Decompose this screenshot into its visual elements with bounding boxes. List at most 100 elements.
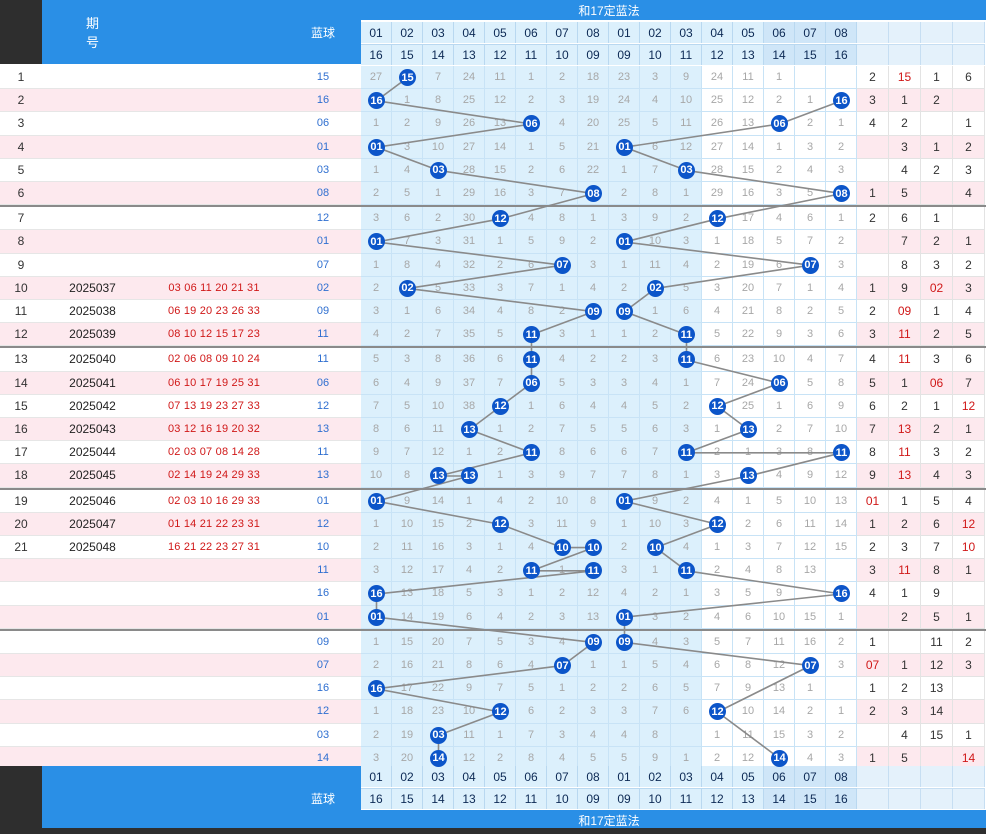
trend-cell: 2 (702, 441, 733, 465)
row-draw-numbers: 03 06 11 20 21 31 (143, 276, 285, 300)
trend-cell: 5 (795, 371, 826, 395)
trend-cell: 12 (423, 441, 454, 465)
trend-cell: 2 (578, 677, 609, 701)
blue-ball-marker: 10 (554, 539, 571, 556)
trend-cell: 2 (547, 66, 578, 90)
row-index (0, 630, 42, 654)
trend-cell: 23 (423, 700, 454, 724)
trend-cell: 10 (640, 230, 671, 254)
trend-cell: 2 (516, 158, 547, 182)
trend-cell: 7 (733, 630, 764, 654)
row-term (42, 112, 143, 136)
row-index: 17 (0, 441, 42, 465)
trend-cell: 4 (609, 582, 640, 606)
blue-ball-marker: 01 (368, 608, 385, 626)
trend-cell: 5 (702, 323, 733, 347)
stat-cell: 3 (857, 323, 889, 347)
row-blue-ball: 13 (285, 418, 361, 442)
row-draw-numbers (143, 89, 285, 113)
stat-cell: 3 (889, 700, 921, 724)
stat-cell: 1 (921, 300, 953, 324)
trend-cell: 16 (795, 630, 826, 654)
trend-cell: 4 (516, 536, 547, 560)
stat-cell: 1 (953, 112, 985, 136)
row-term (42, 135, 143, 159)
stat-cell: 4 (921, 464, 953, 488)
trend-cell: 29 (454, 182, 485, 206)
stat-cell: 11 (889, 348, 921, 372)
trend-cell: 1 (516, 135, 547, 159)
row-blue-ball: 15 (285, 66, 361, 90)
stat-cell: 3 (921, 253, 953, 277)
blue-ball-marker: 09 (585, 633, 602, 651)
trend-cell: 7 (764, 276, 795, 300)
stat-cell: 9 (889, 276, 921, 300)
trend-cell: 3 (671, 418, 702, 442)
trend-cell: 4 (516, 654, 547, 678)
trend-cell: 4 (485, 300, 516, 324)
trend-cell: 9 (578, 512, 609, 536)
trend-cell: 3 (547, 323, 578, 347)
trend-cell: 10 (795, 489, 826, 513)
trend-cell: 9 (764, 582, 795, 606)
trend-cell: 7 (826, 348, 857, 372)
trend-cell: 3 (795, 723, 826, 747)
row-term: 2025044 (42, 441, 143, 465)
header-number: 06 (516, 22, 547, 43)
trend-cell: 3 (640, 348, 671, 372)
stat-cell: 3 (921, 441, 953, 465)
header-stat-cell (889, 788, 921, 809)
header-pair-number: 09 (609, 44, 640, 65)
stat-cell: 3 (953, 276, 985, 300)
header-pair-number: 11 (671, 44, 702, 65)
trend-cell: 7 (361, 394, 392, 418)
trend-cell: 6 (671, 300, 702, 324)
stat-cell: 2 (953, 135, 985, 159)
blue-ball-marker: 09 (616, 633, 633, 651)
trend-cell: 6 (392, 418, 423, 442)
trend-cell: 2 (361, 536, 392, 560)
trend-cell (795, 582, 826, 606)
trend-cell: 2 (826, 723, 857, 747)
trend-cell: 6 (826, 323, 857, 347)
trend-cell: 3 (485, 276, 516, 300)
trend-cell: 28 (702, 158, 733, 182)
trend-cell: 8 (640, 464, 671, 488)
trend-cell: 4 (485, 605, 516, 629)
header-pair-number: 13 (733, 788, 764, 809)
stat-cell: 06 (921, 371, 953, 395)
trend-cell: 5 (547, 371, 578, 395)
header-corner (0, 0, 42, 64)
stat-cell (857, 135, 889, 159)
trend-cell: 5 (671, 276, 702, 300)
stat-cell: 11 (921, 630, 953, 654)
trend-cell: 1 (826, 700, 857, 724)
trend-cell: 4 (702, 489, 733, 513)
trend-cell: 1 (578, 654, 609, 678)
trend-cell: 14 (392, 605, 423, 629)
trend-cell: 1 (795, 276, 826, 300)
blue-ball-marker: 13 (740, 467, 757, 485)
row-term (42, 605, 143, 629)
stat-cell: 12 (953, 394, 985, 418)
stat-cell (953, 582, 985, 606)
header-pair-number: 12 (702, 44, 733, 65)
stat-cell: 11 (889, 323, 921, 347)
trend-cell: 3 (609, 559, 640, 583)
trend-cell: 8 (361, 418, 392, 442)
trend-cell: 1 (423, 182, 454, 206)
trend-cell: 2 (516, 418, 547, 442)
trend-cell: 4 (702, 300, 733, 324)
trend-cell: 7 (640, 441, 671, 465)
trend-cell: 15 (795, 605, 826, 629)
trend-cell: 8 (733, 654, 764, 678)
trend-cell: 1 (392, 300, 423, 324)
trend-cell: 2 (671, 207, 702, 231)
blue-ball-marker: 12 (709, 210, 726, 228)
row-term: 2025048 (42, 536, 143, 560)
header-stat-cell (921, 44, 953, 65)
row-draw-numbers (143, 677, 285, 701)
trend-cell: 2 (702, 559, 733, 583)
stat-cell: 13 (889, 418, 921, 442)
trend-cell: 4 (547, 630, 578, 654)
